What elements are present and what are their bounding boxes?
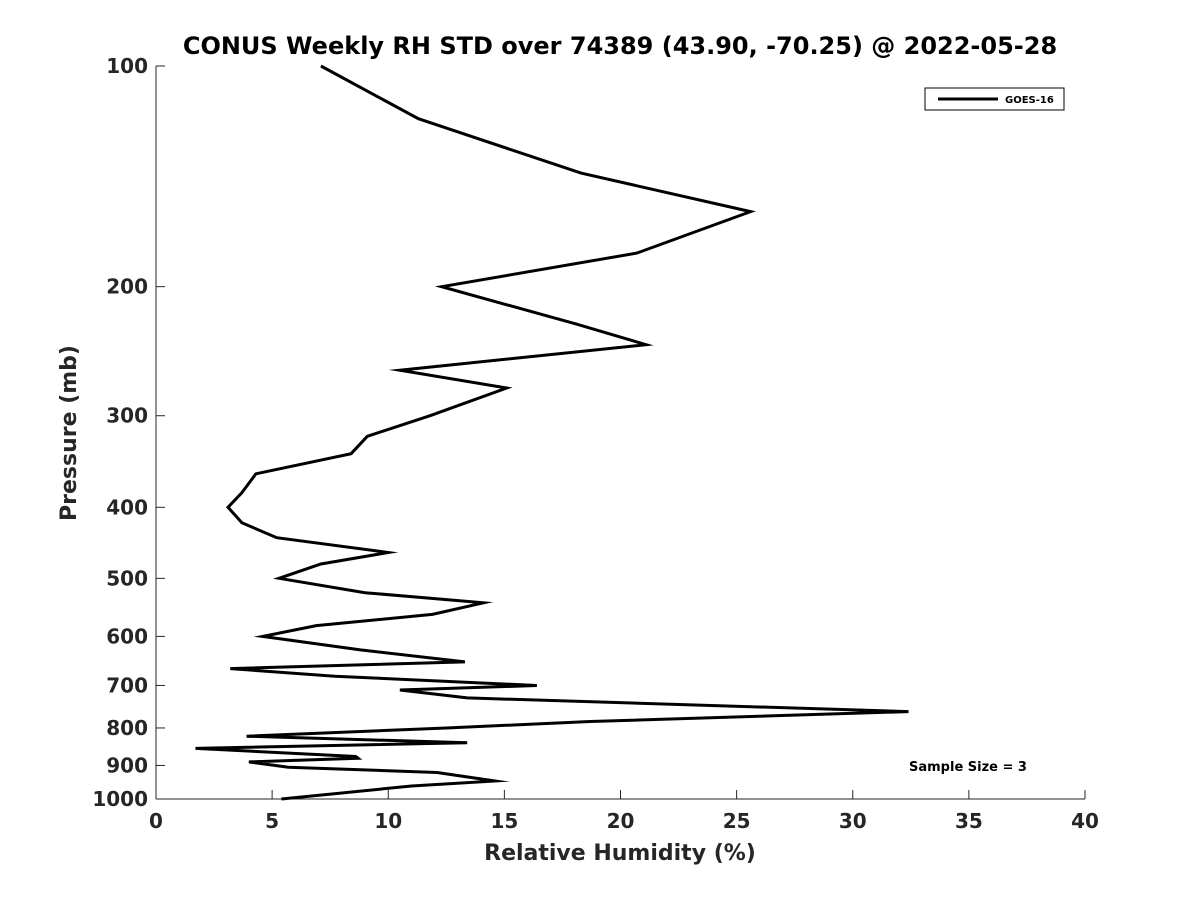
- y-tick-label: 500: [106, 566, 148, 590]
- y-tick-label: 300: [106, 404, 148, 428]
- x-tick-label: 10: [374, 809, 402, 833]
- x-axis-label: Relative Humidity (%): [484, 841, 756, 866]
- x-tick-label: 35: [955, 809, 983, 833]
- y-tick-label: 100: [106, 54, 148, 78]
- x-tick-label: 15: [490, 809, 518, 833]
- y-tick-label: 600: [106, 624, 148, 648]
- y-tick-label: 1000: [92, 787, 148, 811]
- x-tick-label: 5: [265, 809, 279, 833]
- y-tick-label: 400: [106, 495, 148, 519]
- y-tick-label: 900: [106, 753, 148, 777]
- legend: GOES-16: [924, 87, 1065, 111]
- x-tick-label: 20: [607, 809, 635, 833]
- axes: 0 5 10 15 20 25 30 35 40 100 200 300 400 500 600 700 800…: [92, 54, 1099, 833]
- series-layer: [195, 64, 909, 801]
- x-tick-label: 30: [839, 809, 867, 833]
- y-tick-label: 200: [106, 275, 148, 299]
- y-axis-label: Pressure (mb): [57, 345, 82, 521]
- series-line-goes-16: [195, 64, 909, 801]
- sample-size-note: Sample Size = 3: [909, 760, 1027, 775]
- x-tick-label: 40: [1071, 809, 1099, 833]
- chart-title: CONUS Weekly RH STD over 74389 (43.90, -…: [183, 32, 1057, 60]
- legend-label: GOES-16: [1005, 95, 1054, 106]
- y-tick-label: 800: [106, 716, 148, 740]
- x-tick-label: 0: [149, 809, 163, 833]
- y-tick-label: 700: [106, 673, 148, 697]
- x-tick-label: 25: [723, 809, 751, 833]
